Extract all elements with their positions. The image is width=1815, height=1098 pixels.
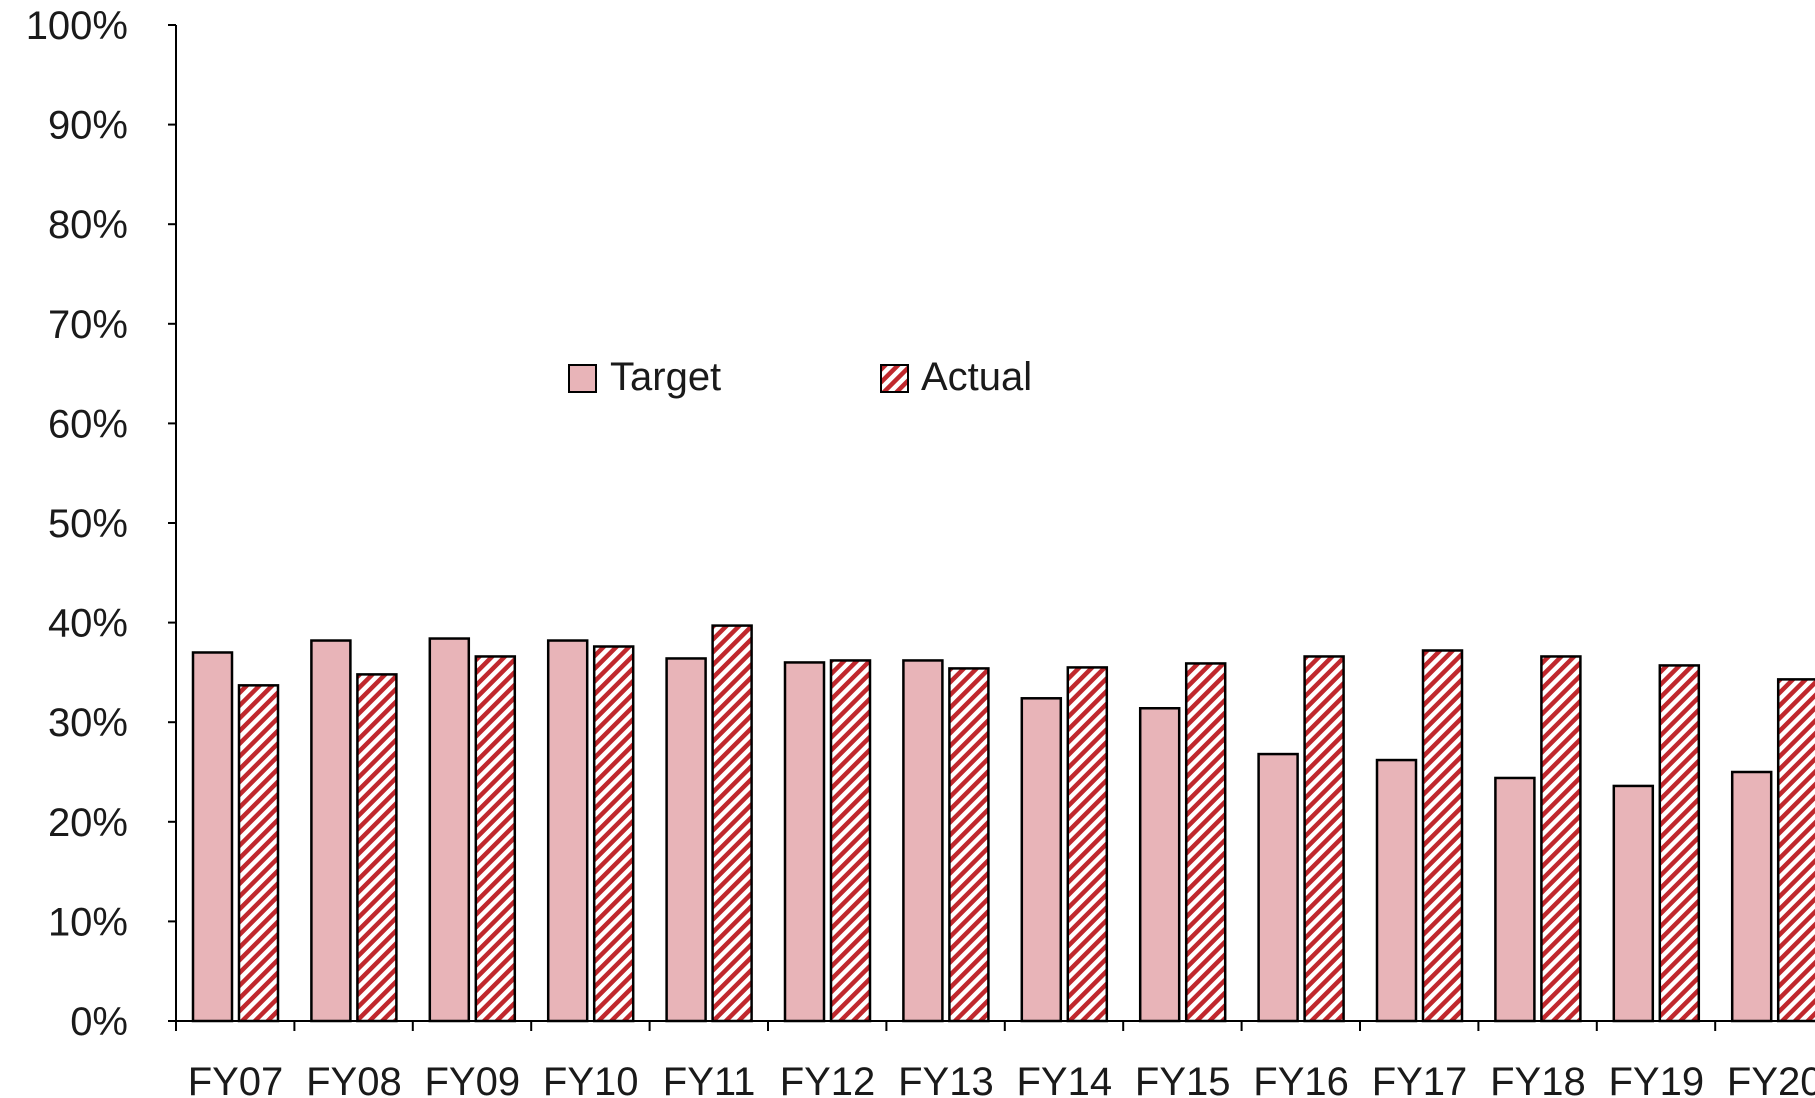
target-bar xyxy=(1020,697,1063,1023)
x-tick-label: FY12 xyxy=(780,1060,876,1098)
legend-swatch-actual xyxy=(880,364,909,393)
actual-bar xyxy=(356,673,398,1023)
legend-swatch-target xyxy=(568,364,597,393)
legend: Target Actual xyxy=(568,355,1032,399)
x-tick-label: FY14 xyxy=(1016,1060,1112,1098)
y-tick-label: 0% xyxy=(70,1000,128,1044)
x-tick-label: FY10 xyxy=(543,1060,639,1098)
x-tick-label: FY11 xyxy=(663,1060,756,1098)
y-tick-label: 90% xyxy=(48,104,128,148)
actual-bar xyxy=(829,659,872,1023)
target-bar xyxy=(310,639,352,1023)
actual-bar xyxy=(1066,666,1109,1023)
target-bar xyxy=(1730,770,1773,1023)
legend-label-actual: Actual xyxy=(921,355,1032,399)
actual-bar xyxy=(1658,664,1701,1023)
x-tick-label: FY16 xyxy=(1253,1060,1349,1098)
x-tick-labels: FY07 FY08 FY09 FY10 FY11 FY12 FY13 FY14 FY15 FY16… xyxy=(188,1060,1815,1098)
target-bar xyxy=(1257,752,1299,1023)
target-bar xyxy=(428,637,471,1023)
x-tick-label: FY08 xyxy=(306,1060,402,1098)
legend-item-target: Target xyxy=(568,355,721,399)
y-tick-label: 40% xyxy=(48,602,128,646)
x-tick-marks xyxy=(175,1021,1717,1031)
target-bar xyxy=(1138,707,1181,1023)
x-tick-label: FY20 xyxy=(1727,1060,1815,1098)
x-tick-label: FY19 xyxy=(1608,1060,1704,1098)
legend-label-target: Target xyxy=(610,355,721,399)
x-tick-label: FY07 xyxy=(188,1060,284,1098)
y-tick-label: 80% xyxy=(48,203,128,247)
x-tick-label: FY09 xyxy=(424,1060,520,1098)
actual-bar xyxy=(711,624,753,1023)
actual-bar xyxy=(1303,655,1345,1023)
y-tick-label: 70% xyxy=(48,303,128,347)
actual-bar xyxy=(948,667,990,1023)
y-tick-label: 10% xyxy=(48,900,128,944)
target-bar xyxy=(191,651,234,1023)
actual-bar xyxy=(474,655,517,1023)
target-bar xyxy=(546,639,589,1023)
legend-item-actual: Actual xyxy=(880,355,1032,399)
y-tick-label: 100% xyxy=(26,4,128,48)
actual-bar xyxy=(592,645,635,1023)
target-bar xyxy=(783,661,826,1023)
actual-bar xyxy=(1776,678,1815,1023)
y-tick-label: 20% xyxy=(48,801,128,845)
target-bar xyxy=(665,657,707,1023)
target-bar xyxy=(1494,776,1536,1023)
target-bar xyxy=(1375,758,1418,1023)
actual-bar xyxy=(237,684,280,1023)
x-tick-label: FY13 xyxy=(898,1060,994,1098)
actual-bar xyxy=(1421,649,1464,1023)
actual-bar xyxy=(1540,655,1582,1023)
bar-series xyxy=(191,624,1815,1023)
target-bar xyxy=(1612,784,1655,1023)
y-tick-labels: 0% 10% 20% 30% 40% 50% 60% 70% 80% 90% 100% xyxy=(26,4,176,1044)
y-tick-label: 60% xyxy=(48,402,128,446)
x-tick-label: FY15 xyxy=(1135,1060,1231,1098)
target-bar xyxy=(902,659,944,1023)
x-tick-label: FY18 xyxy=(1490,1060,1586,1098)
y-tick-label: 50% xyxy=(48,502,128,546)
actual-bar xyxy=(1184,662,1227,1023)
x-tick-label: FY17 xyxy=(1372,1060,1468,1098)
y-tick-label: 30% xyxy=(48,701,128,745)
